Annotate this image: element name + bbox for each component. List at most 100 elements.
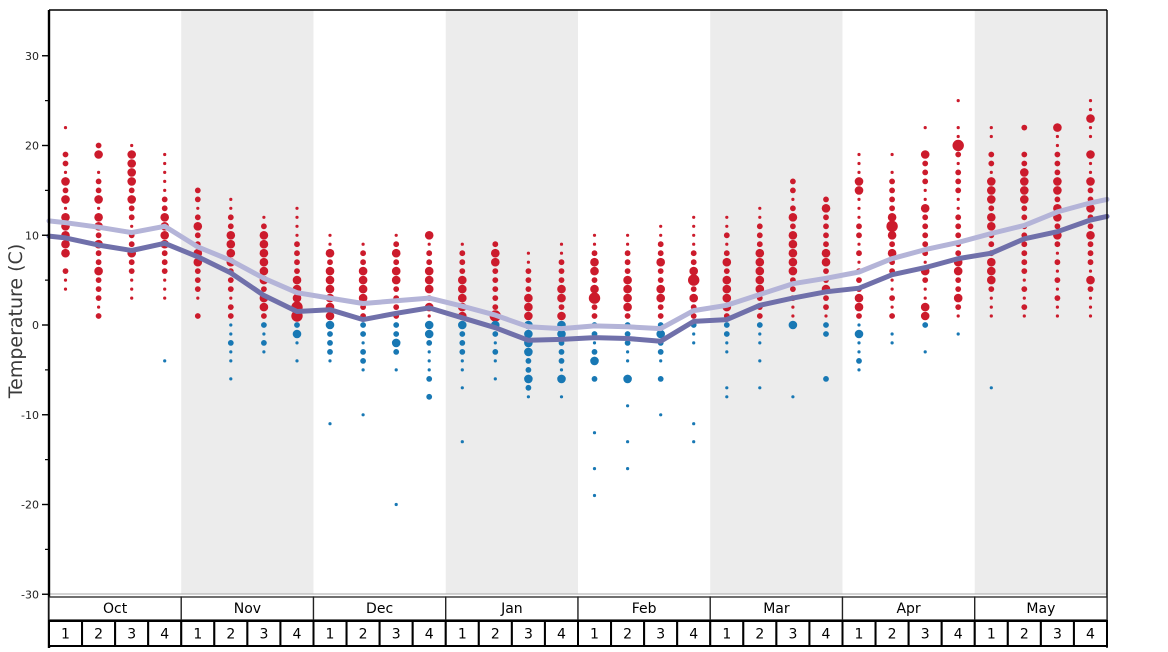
- max-temperature-dot: [821, 257, 831, 267]
- max-temperature-dot: [821, 248, 831, 258]
- week-number-label: 4: [293, 627, 302, 643]
- max-temperature-dot: [956, 161, 960, 166]
- min-temperature-dot: [360, 349, 366, 355]
- max-temperature-dot: [358, 293, 368, 303]
- max-temperature-dot: [1088, 108, 1093, 112]
- max-temperature-dot: [161, 268, 168, 274]
- week-number-label: 4: [557, 627, 566, 643]
- min-temperature-dot: [626, 440, 630, 444]
- week-cell: [114, 620, 150, 647]
- max-temperature-dot: [854, 302, 864, 312]
- max-temperature-dot: [854, 186, 864, 195]
- max-temperature-dot: [130, 287, 134, 291]
- max-temperature-dot: [259, 239, 269, 249]
- max-temperature-dot: [956, 197, 960, 201]
- max-temperature-dot: [922, 277, 929, 283]
- max-temperature-dot: [659, 233, 663, 237]
- max-temperature-dot: [226, 248, 236, 258]
- max-temperature-dot: [261, 223, 267, 230]
- max-temperature-dot: [557, 311, 566, 321]
- max-temperature-dot: [127, 150, 136, 159]
- max-temperature-dot: [887, 231, 897, 240]
- max-temperature-dot: [1021, 304, 1028, 310]
- max-temperature-dot: [626, 233, 630, 237]
- max-temperature-dot: [559, 242, 564, 246]
- min-temperature-dot: [692, 422, 696, 426]
- max-temperature-dot: [788, 266, 798, 276]
- min-temperature-dot: [791, 395, 795, 399]
- max-temperature-dot: [890, 305, 894, 309]
- max-temperature-dot: [524, 293, 533, 303]
- month-label-Feb: Feb: [632, 601, 657, 617]
- min-temperature-dot: [890, 332, 894, 336]
- max-temperature-dot: [95, 313, 102, 319]
- max-temperature-dot: [229, 296, 233, 300]
- max-temperature-dot: [492, 241, 499, 248]
- max-temperature-dot: [989, 305, 993, 309]
- max-temperature-dot: [229, 206, 233, 210]
- max-temperature-dot: [259, 248, 269, 258]
- max-temperature-dot: [130, 278, 134, 282]
- max-temperature-dot: [95, 187, 102, 194]
- max-temperature-dot: [1021, 259, 1028, 266]
- max-temperature-dot: [1055, 305, 1059, 309]
- min-temperature-dot: [626, 467, 630, 471]
- min-temperature-dot: [659, 359, 663, 363]
- max-temperature-dot: [956, 134, 960, 139]
- max-temperature-dot: [325, 275, 335, 285]
- min-temperature-dot: [788, 320, 798, 330]
- min-temperature-dot: [823, 331, 829, 337]
- min-temperature-dot: [558, 358, 565, 364]
- max-temperature-dot: [955, 250, 962, 257]
- max-temperature-dot: [458, 284, 467, 294]
- max-temperature-dot: [62, 151, 69, 158]
- week-number-label: 3: [524, 627, 533, 643]
- week-cell: [808, 620, 844, 647]
- min-temperature-dot: [626, 359, 630, 363]
- max-temperature-dot: [689, 293, 698, 303]
- max-temperature-dot: [624, 259, 631, 266]
- min-temperature-dot: [360, 358, 366, 364]
- max-temperature-dot: [1021, 241, 1028, 248]
- max-temperature-dot: [657, 304, 664, 310]
- week-number-label: 3: [127, 627, 136, 643]
- max-temperature-dot: [591, 304, 598, 310]
- max-temperature-dot: [955, 277, 962, 283]
- max-temperature-dot: [857, 206, 861, 210]
- max-temperature-dot: [922, 232, 929, 239]
- min-temperature-dot: [427, 359, 431, 363]
- min-temperature-dot: [327, 331, 333, 337]
- week-number-label: 1: [987, 627, 996, 643]
- max-temperature-dot: [823, 304, 829, 310]
- max-temperature-dot: [889, 178, 895, 185]
- max-temperature-dot: [261, 313, 267, 319]
- max-temperature-dot: [259, 257, 269, 267]
- max-temperature-dot: [1088, 161, 1093, 166]
- max-temperature-dot: [755, 248, 765, 258]
- max-temperature-dot: [459, 250, 466, 257]
- max-temperature-dot: [63, 206, 68, 210]
- max-temperature-dot: [1021, 124, 1028, 131]
- max-temperature-dot: [526, 260, 531, 264]
- week-cell: [81, 620, 117, 647]
- max-temperature-dot: [63, 278, 68, 282]
- max-temperature-dot: [262, 215, 266, 219]
- min-temperature-dot: [394, 502, 398, 507]
- max-temperature-dot: [692, 233, 696, 237]
- max-temperature-dot: [1054, 169, 1061, 176]
- max-temperature-dot: [989, 170, 993, 174]
- min-temperature-dot: [758, 386, 762, 390]
- week-number-label: 2: [491, 627, 500, 643]
- max-temperature-dot: [988, 151, 995, 158]
- max-temperature-dot: [161, 259, 168, 266]
- max-temperature-dot: [194, 286, 201, 292]
- max-temperature-dot: [1021, 151, 1028, 158]
- max-temperature-dot: [1088, 99, 1093, 103]
- max-temperature-dot: [130, 296, 134, 300]
- max-temperature-dot: [1022, 314, 1026, 318]
- max-temperature-dot: [94, 266, 103, 276]
- week-cell: [907, 620, 943, 647]
- week-number-label: 2: [359, 627, 368, 643]
- week-number-label: 1: [458, 627, 467, 643]
- max-temperature-dot: [624, 268, 631, 274]
